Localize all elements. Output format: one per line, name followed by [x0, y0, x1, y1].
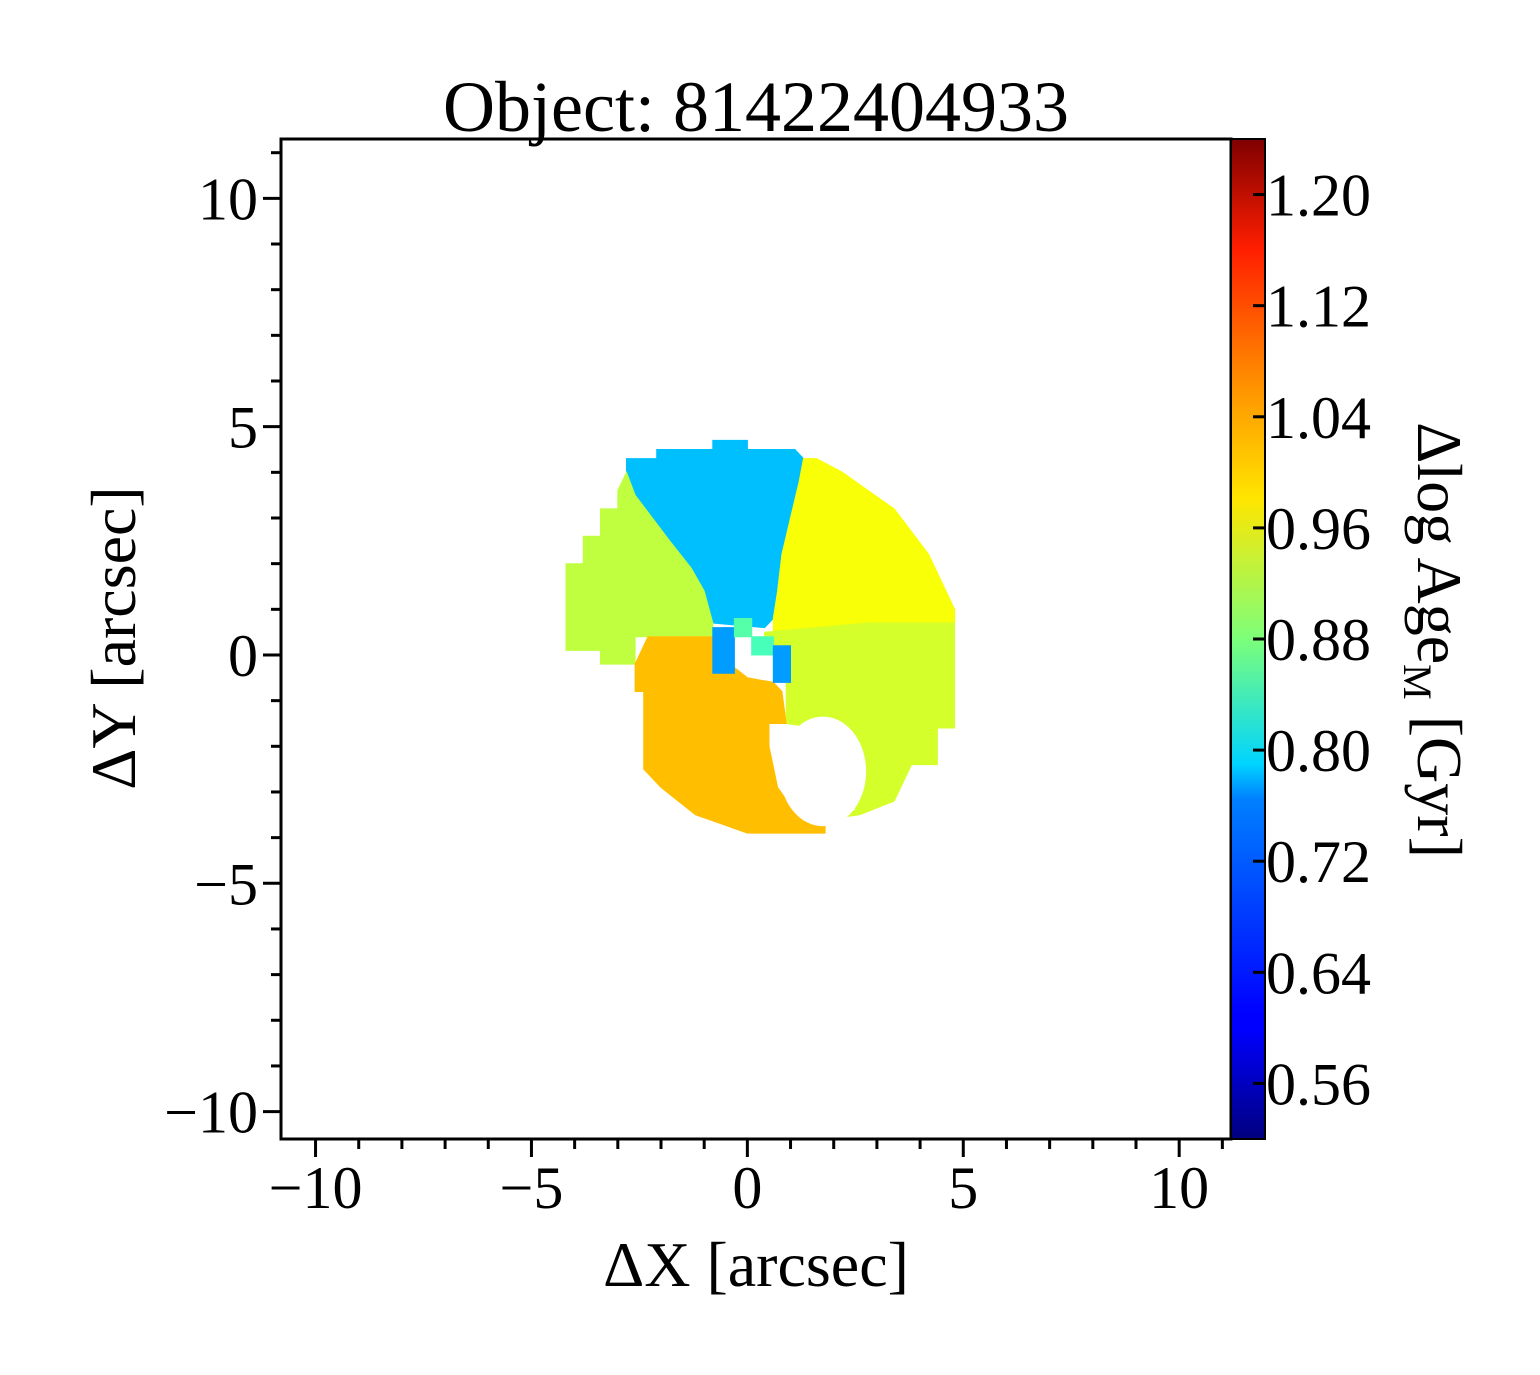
colorbar-ticks: 0.56 0.64 0.72 0.80 0.88 0.96 1.04 1.12 1.20	[1253, 163, 1371, 1117]
age-map	[565, 439, 956, 834]
colorbar-tick-label: 0.88	[1266, 607, 1371, 673]
y-tick-label: 10	[198, 166, 258, 232]
colorbar-tick-label: 0.64	[1266, 940, 1371, 1006]
map-region-2	[772, 458, 956, 633]
y-tick-label: 5	[228, 395, 258, 461]
y-axis-title: ΔY [arcsec]	[78, 486, 149, 789]
colorbar-title-main: Δlog Age	[1404, 422, 1475, 664]
masked-hole	[779, 716, 867, 827]
colorbar-tick-label: 1.12	[1266, 274, 1371, 340]
colorbar-tick-label: 1.04	[1266, 385, 1371, 451]
map-region-8	[772, 645, 791, 683]
colorbar-tick-label: 0.56	[1266, 1051, 1371, 1117]
colorbar-tick-label: 0.96	[1266, 496, 1371, 562]
y-tick-label: 0	[228, 623, 258, 689]
plot-title: Object: 81422404933	[443, 67, 1069, 147]
x-tick-label: 0	[732, 1155, 762, 1221]
x-tick-label: 10	[1149, 1155, 1209, 1221]
colorbar-tick-label: 1.20	[1266, 163, 1371, 229]
map-region-1	[565, 471, 714, 665]
y-tick-label: −5	[194, 851, 258, 917]
map-region-7	[751, 636, 774, 656]
x-tick-label: −5	[500, 1155, 564, 1221]
colorbar-tick-label: 0.80	[1266, 718, 1371, 784]
y-axis: −10 −5 0 5 10	[164, 151, 281, 1146]
x-tick-label: −10	[269, 1155, 363, 1221]
colorbar-title: Δlog AgeM [Gyr]	[1395, 422, 1475, 858]
colorbar-tick-label: 0.72	[1266, 829, 1371, 895]
map-region-5	[712, 627, 735, 674]
y-tick-label: −10	[164, 1080, 258, 1146]
x-axis-title: ΔX [arcsec]	[603, 1229, 909, 1300]
colorbar-title-subscript: M	[1395, 664, 1440, 700]
x-axis: −10 −5 0 5 10	[269, 1139, 1224, 1221]
map-region-6	[733, 618, 753, 638]
x-tick-label: 5	[948, 1155, 978, 1221]
colorbar-title-unit: [Gyr]	[1404, 700, 1475, 858]
